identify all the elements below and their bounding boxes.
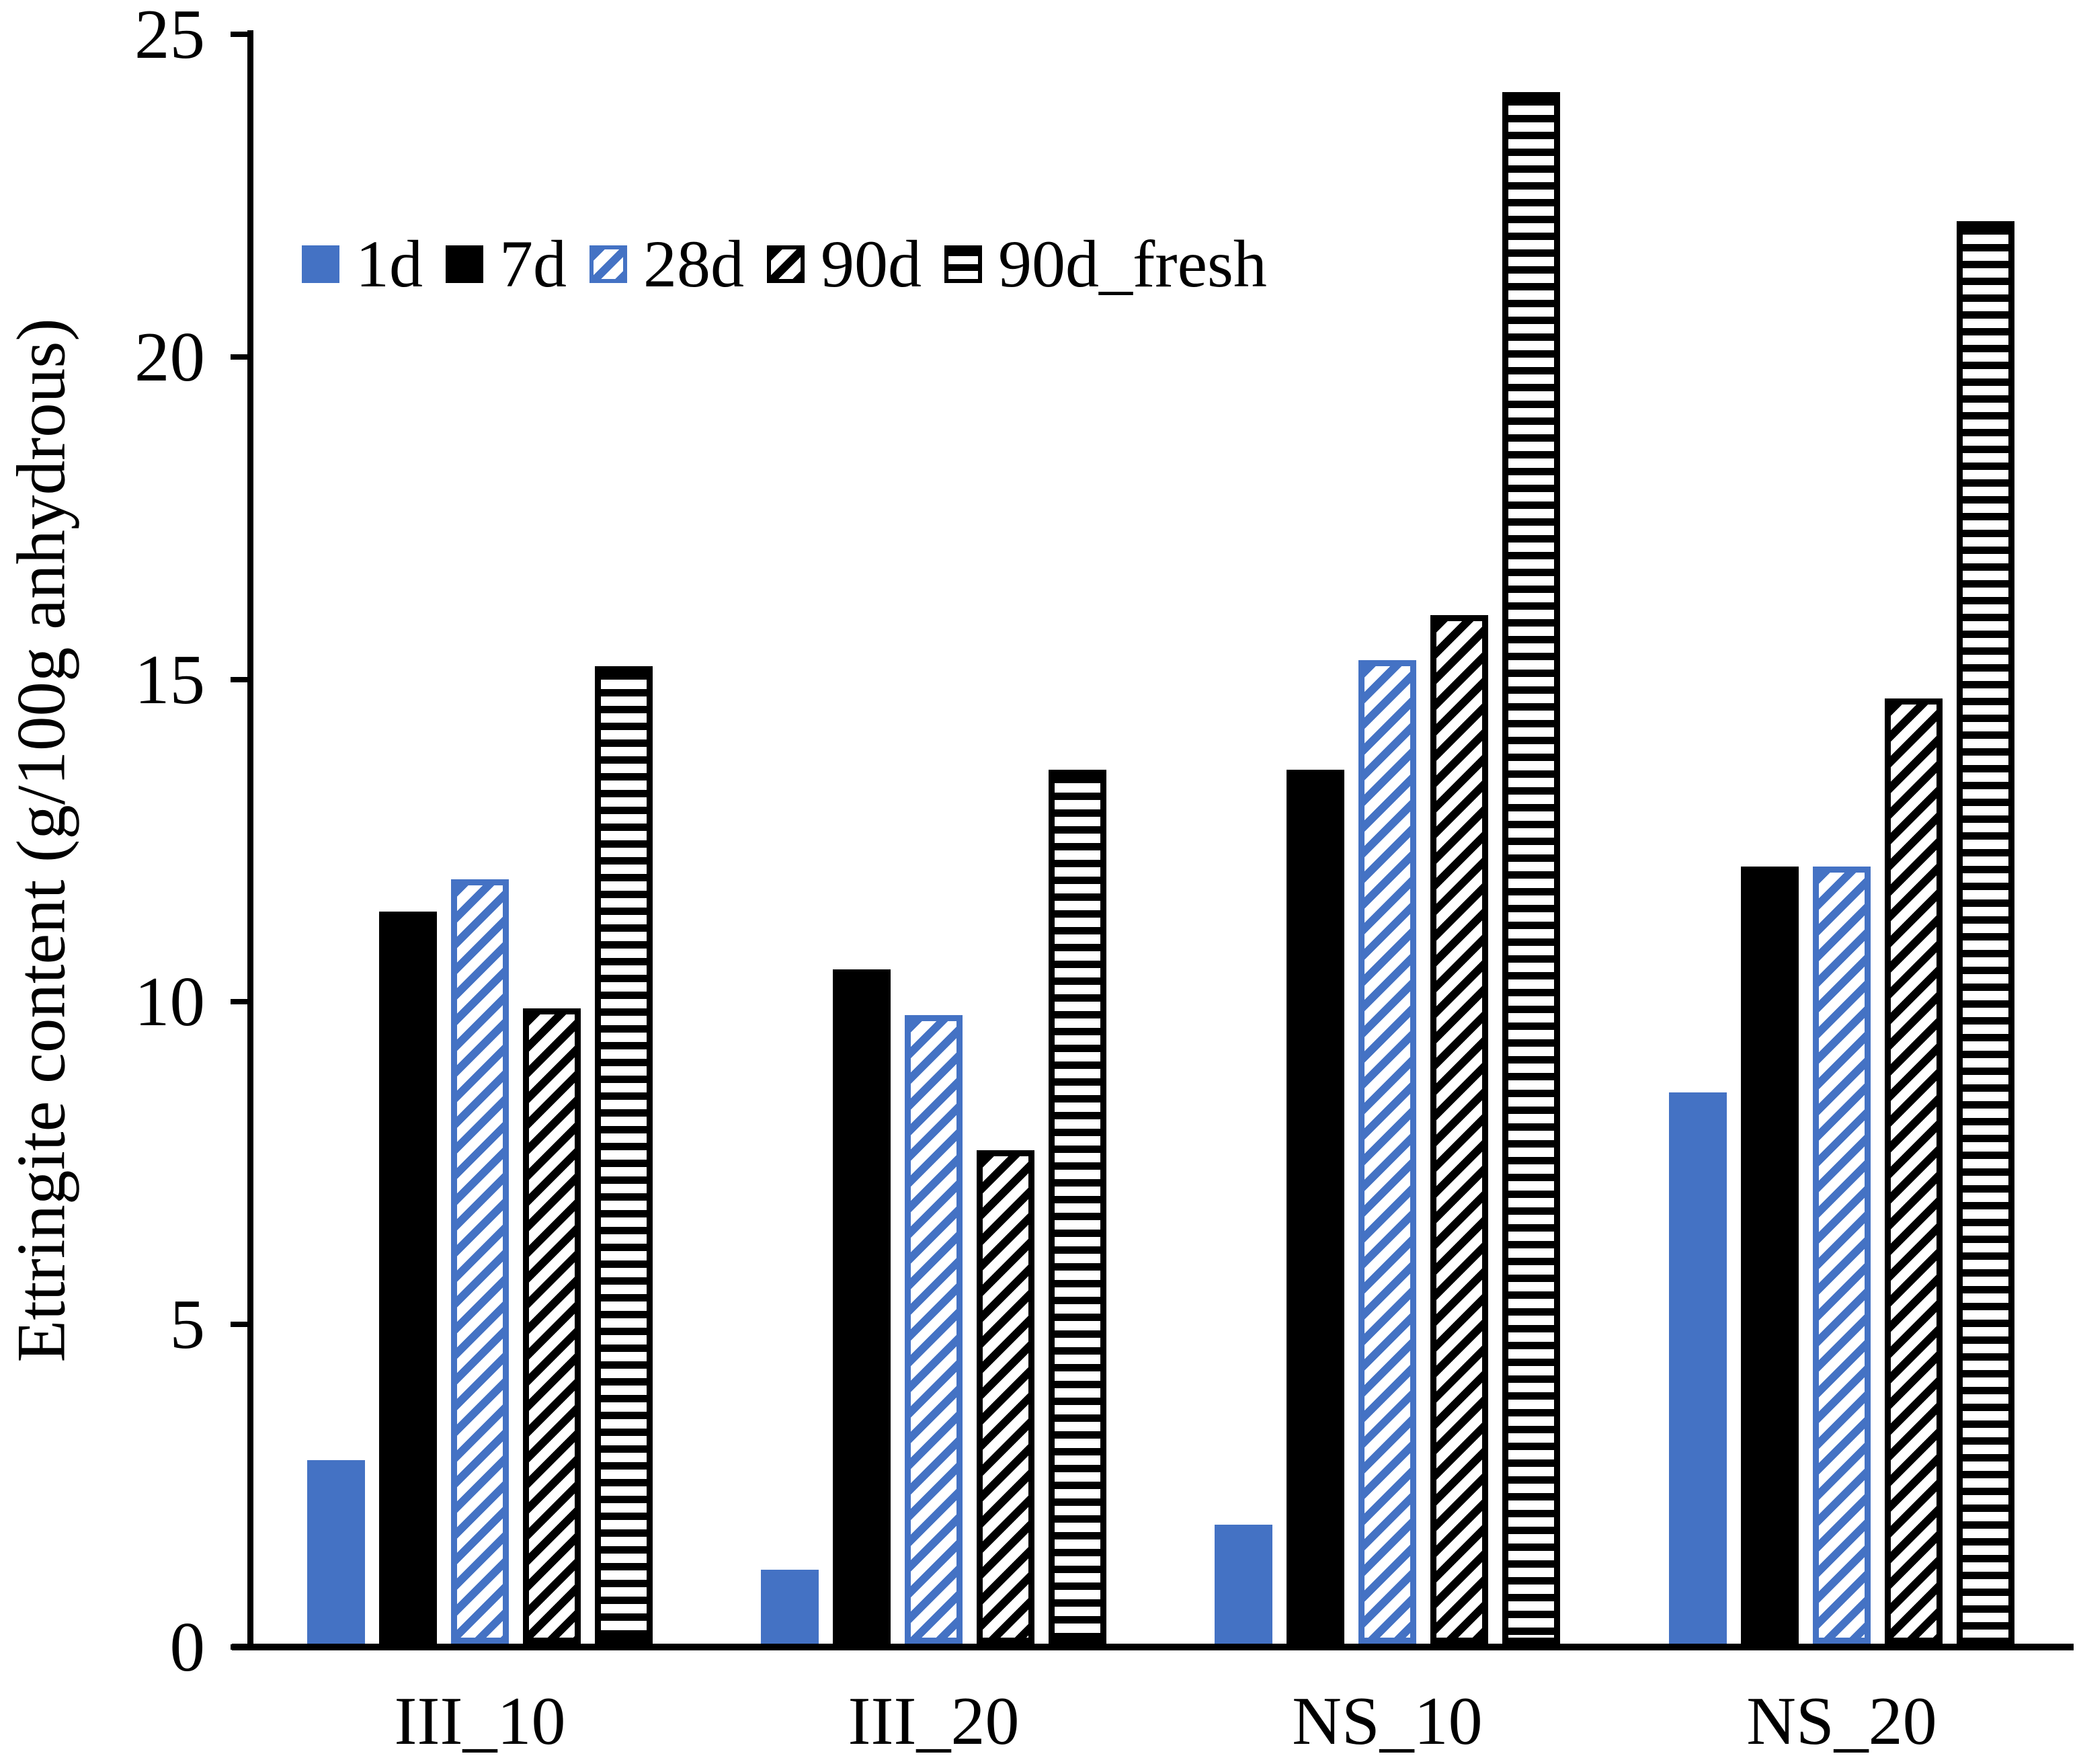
bar-90d_fresh-NS_20 [1957, 221, 2014, 1644]
legend-label: 1d [356, 227, 423, 301]
bar-28d-III_10 [451, 879, 509, 1644]
legend-label: 90d_fresh [998, 227, 1267, 301]
legend-swatch-1d-icon [302, 245, 339, 283]
legend-item-1d: 1d [302, 231, 423, 298]
x-axis-line [232, 1644, 2074, 1650]
bar-28d-NS_10 [1358, 660, 1416, 1644]
bar-1d-NS_20 [1669, 1092, 1727, 1644]
x-axis-label-NS_10: NS_10 [1292, 1683, 1483, 1759]
bar-1d-III_20 [761, 1570, 819, 1644]
legend-swatch-90d-icon [767, 245, 805, 283]
y-axis-title: Ettringite content (g/100g anhydrous) [3, 318, 80, 1363]
legend-item-28d: 28d [589, 231, 744, 298]
bar-90d-NS_10 [1430, 615, 1488, 1644]
y-axis-line [247, 30, 253, 1650]
y-tick-mark [231, 32, 247, 37]
y-tick-mark [231, 677, 247, 682]
legend-item-7d: 7d [446, 231, 567, 298]
bar-90d_fresh-III_10 [595, 666, 653, 1644]
y-tick-mark [231, 1644, 247, 1650]
bar-1d-III_10 [307, 1460, 365, 1644]
legend-swatch-28d-icon [589, 245, 627, 283]
bar-90d-III_10 [523, 1008, 581, 1644]
y-tick-label: 0 [169, 1607, 206, 1686]
bar-90d-III_20 [977, 1150, 1034, 1644]
legend-label: 28d [643, 227, 744, 301]
bar-1d-NS_10 [1215, 1525, 1272, 1644]
legend-label: 7d [499, 227, 567, 301]
y-tick-mark [231, 1322, 247, 1327]
legend-item-90d_fresh: 90d_fresh [944, 231, 1267, 298]
bar-7d-III_10 [379, 912, 437, 1644]
legend-swatch-7d-icon [446, 245, 483, 283]
y-tick-label: 15 [134, 640, 205, 719]
bar-90d_fresh-III_20 [1049, 770, 1106, 1644]
legend-item-90d: 90d [767, 231, 922, 298]
bar-90d-NS_20 [1885, 698, 1943, 1644]
legend: 1d 7d 28d 90d 90d_fresh [302, 231, 1267, 298]
x-axis-label-III_10: III_10 [394, 1683, 566, 1759]
bar-7d-NS_20 [1741, 867, 1799, 1644]
y-tick-mark [231, 354, 247, 360]
y-tick-label: 10 [134, 962, 205, 1041]
bar-7d-III_20 [833, 969, 891, 1644]
bar-28d-NS_20 [1813, 867, 1871, 1644]
legend-swatch-90d_fresh-icon [944, 245, 982, 283]
y-tick-label: 5 [169, 1285, 206, 1363]
bar-7d-NS_10 [1287, 770, 1344, 1644]
y-tick-label: 25 [134, 0, 205, 73]
bar-90d_fresh-NS_10 [1502, 92, 1560, 1644]
y-tick-mark [231, 999, 247, 1004]
x-axis-label-NS_20: NS_20 [1746, 1683, 1937, 1759]
bar-28d-III_20 [905, 1015, 963, 1644]
legend-label: 90d [821, 227, 922, 301]
y-tick-label: 20 [134, 317, 205, 396]
x-axis-label-III_20: III_20 [848, 1683, 1020, 1759]
